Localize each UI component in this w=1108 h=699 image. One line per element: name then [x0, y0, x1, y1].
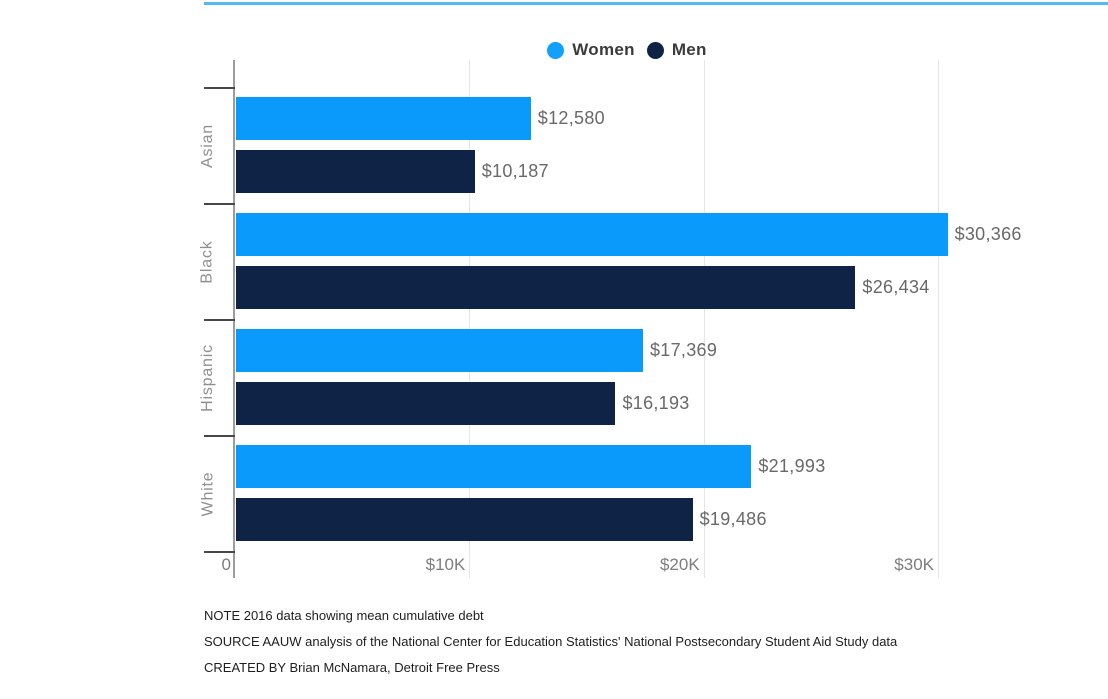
legend-label-men: Men: [671, 40, 707, 59]
x-tick-label: 0: [221, 555, 231, 574]
category-label-text: Hispanic: [199, 344, 217, 412]
gridline: [703, 60, 705, 578]
bar-men-black: [236, 266, 856, 309]
x-tick-label: $10K: [425, 555, 466, 574]
legend-item-women: Women: [547, 40, 635, 60]
category-tick: [204, 203, 235, 205]
bar-men-white: [236, 498, 693, 541]
top-divider: [204, 2, 1108, 5]
category-tick: [204, 319, 235, 321]
category-label: Black: [186, 204, 230, 320]
bar-men-asian: [236, 150, 475, 193]
bar-women-white: [236, 445, 752, 488]
bar-women-black: [236, 213, 948, 256]
gridline: [469, 60, 471, 578]
bar-value-label: $21,993: [758, 456, 826, 476]
category-tick: [204, 551, 235, 553]
bar-value-label: $30,366: [954, 224, 1022, 244]
bar-value-label: $19,486: [699, 509, 767, 529]
footer-note: NOTE 2016 data showing mean cumulative d…: [204, 608, 484, 623]
x-tick-label: $30K: [894, 555, 934, 574]
x-tick-label: $20K: [659, 555, 700, 574]
chart-footer: NOTE 2016 data showing mean cumulative d…: [204, 608, 1084, 686]
footer-created-by: CREATED BY Brian McNamara, Detroit Free …: [204, 660, 500, 675]
category-label: White: [186, 436, 230, 552]
bar-value-label: $12,580: [537, 108, 605, 128]
category-label-text: Black: [199, 240, 216, 284]
bar-value-label: $17,369: [650, 340, 718, 360]
category-label-text: Asian: [199, 123, 216, 169]
legend-label-women: Women: [572, 40, 635, 59]
bar-value-label: $26,434: [862, 277, 930, 297]
category-tick: [204, 87, 235, 89]
legend-item-men: Men: [646, 40, 707, 60]
bar-women-asian: [236, 97, 531, 140]
legend-swatch-women-icon: [547, 41, 565, 59]
footer-source: SOURCE AAUW analysis of the National Cen…: [204, 634, 898, 649]
legend-swatch-men-icon: [646, 41, 664, 59]
category-label-text: White: [199, 471, 216, 517]
bar-women-hispanic: [236, 329, 643, 372]
chart-legend: Women Men: [204, 39, 1050, 61]
category-tick: [204, 435, 235, 437]
bar-value-label: $10,187: [481, 161, 549, 181]
gridline: [938, 60, 939, 578]
category-label: Asian: [186, 88, 230, 204]
bar-value-label: $16,193: [622, 393, 690, 413]
bar-men-hispanic: [236, 382, 616, 425]
category-label: Hispanic: [186, 320, 230, 436]
